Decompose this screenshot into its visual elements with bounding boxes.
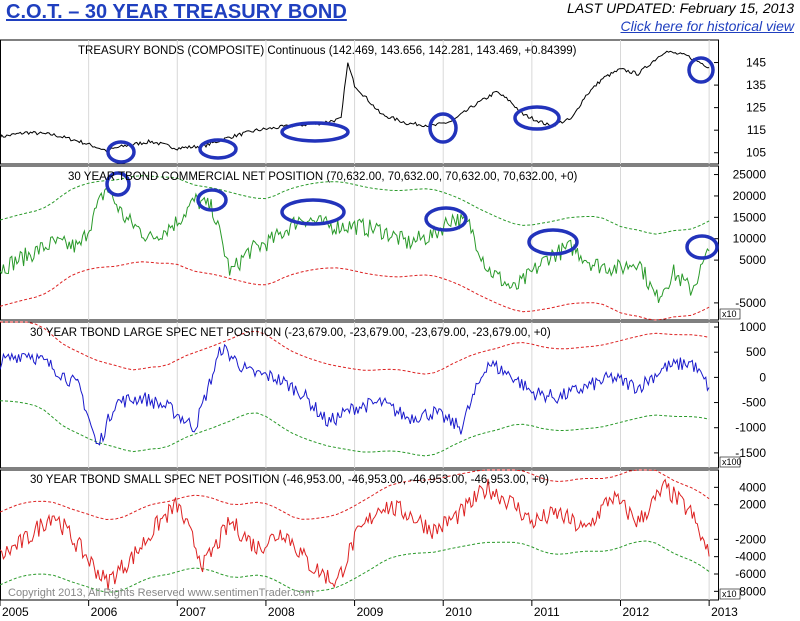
scale-note: x100	[722, 457, 742, 467]
highlight-ellipse	[424, 206, 468, 232]
highlight-ellipse	[280, 121, 350, 143]
panel-frame	[0, 321, 719, 469]
commercial-panel-label: 30 YEAR TBOND COMMERCIAL NET POSITION (7…	[68, 171, 578, 183]
scale-note-box	[719, 588, 741, 600]
scale-note-box	[719, 308, 741, 320]
large-spec-panel-label: 30 YEAR TBOND LARGE SPEC NET POSITION (-…	[30, 327, 551, 339]
price-panel-label: TREASURY BONDS (COMPOSITE) Continuous (1…	[78, 45, 577, 57]
y-tick-label: -1500	[735, 446, 766, 460]
series-line	[0, 478, 710, 591]
highlight-circles	[105, 56, 719, 260]
y-tick-label: 15000	[733, 210, 767, 224]
scale-note: x10	[722, 589, 737, 599]
x-tick-label: 2005	[2, 605, 29, 619]
y-tick-label: 125	[746, 101, 766, 115]
y-tick-label: 20000	[733, 189, 767, 203]
panel-frame	[0, 39, 719, 165]
highlight-ellipse	[513, 105, 561, 131]
scale-note: x10	[722, 309, 737, 319]
y-tick-label: 500	[746, 345, 766, 359]
highlight-ellipse	[428, 112, 458, 144]
highlight-ellipse	[527, 228, 579, 256]
y-tick-label: -500	[742, 396, 766, 410]
series-line	[0, 187, 710, 303]
small-spec-panel-label: 30 YEAR TBOND SMALL SPEC NET POSITION (-…	[30, 474, 549, 486]
series-line	[0, 343, 710, 446]
y-tick-label: 115	[747, 123, 766, 137]
highlight-ellipse	[280, 198, 346, 226]
x-tick-label: 2008	[268, 605, 295, 619]
y-tick-label: 10000	[733, 232, 767, 246]
historical-view-link[interactable]: Click here for historical view	[620, 18, 795, 34]
lower-band	[0, 400, 710, 457]
x-tick-label: 2011	[534, 605, 560, 619]
series-line	[0, 50, 710, 153]
highlight-ellipse	[685, 234, 719, 260]
y-tick-label: 135	[746, 78, 766, 92]
chart-title: C.O.T. – 30 YEAR TREASURY BOND	[6, 1, 347, 23]
highlight-ellipse	[106, 140, 136, 164]
highlight-ellipse	[105, 171, 131, 197]
x-tick-label: 2012	[622, 605, 649, 619]
upper-band	[0, 321, 710, 375]
panel-frames	[0, 39, 719, 601]
y-tick-label: 145	[746, 56, 766, 70]
x-tick-label: 2009	[357, 605, 384, 619]
y-tick-label: -8000	[735, 584, 766, 598]
upper-band	[0, 175, 710, 235]
x-tick-label: 2007	[179, 605, 206, 619]
last-updated: LAST UPDATED: February 15, 2013	[567, 0, 794, 16]
y-tick-label: 5000	[739, 253, 766, 267]
x-tick-label: 2010	[445, 605, 472, 619]
x-tick-label: 2013	[711, 605, 738, 619]
scale-note-box	[719, 456, 741, 468]
y-tick-label: -5000	[735, 296, 766, 310]
lower-band	[0, 540, 710, 593]
y-tick-label: 2000	[739, 498, 766, 512]
y-tick-label: -2000	[735, 532, 766, 546]
panel-frame	[0, 165, 719, 321]
upper-band	[0, 469, 710, 521]
highlight-ellipse	[196, 188, 228, 212]
panel-frame	[0, 469, 719, 601]
y-tick-label: -4000	[735, 550, 766, 564]
y-tick-label: 1000	[739, 320, 766, 334]
copyright-text: Copyright 2013, All Rights Reserved www.…	[8, 587, 314, 599]
series-lines	[0, 50, 710, 591]
y-tick-label: 0	[759, 370, 766, 384]
bands	[0, 175, 710, 593]
y-tick-label: 25000	[733, 168, 767, 182]
highlight-ellipse	[198, 138, 238, 160]
y-tick-label: -6000	[735, 567, 766, 581]
y-tick-label: 105	[746, 146, 766, 160]
y-tick-label: -1000	[735, 421, 766, 435]
lower-band	[0, 261, 710, 321]
highlight-ellipse	[687, 56, 715, 84]
axis-labels: 105115125135145250002000015000100005000-…	[0, 56, 766, 619]
y-tick-label: 4000	[739, 480, 766, 494]
x-tick-label: 2006	[91, 605, 118, 619]
